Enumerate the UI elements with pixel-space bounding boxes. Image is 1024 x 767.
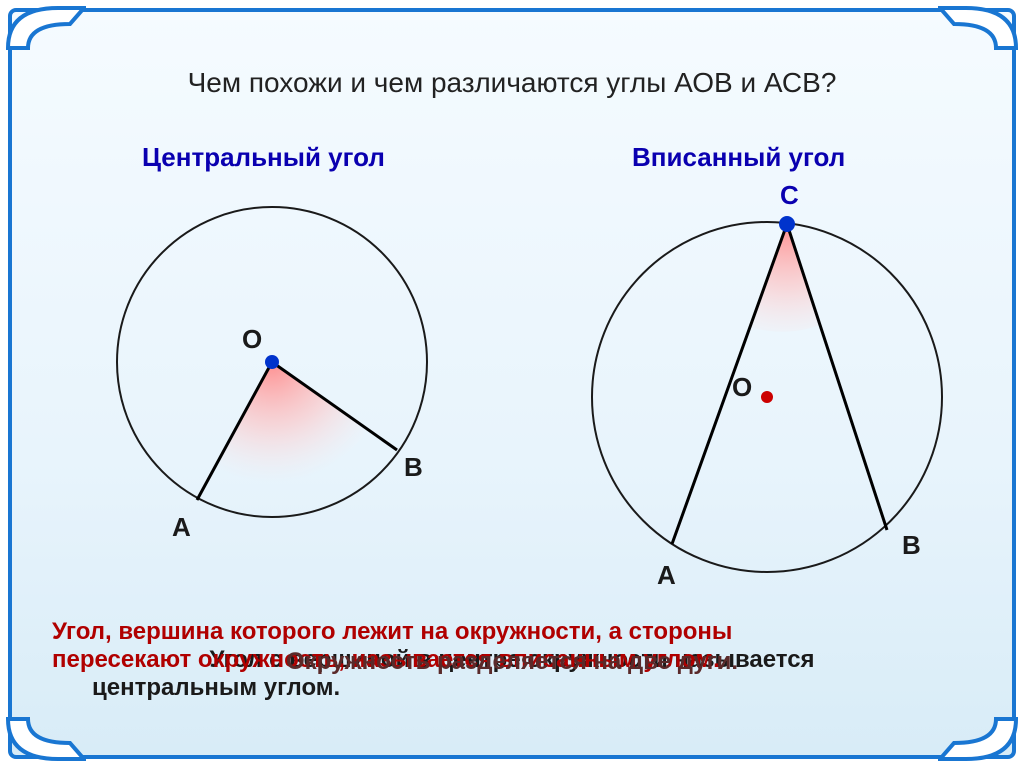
- corner-tr: [938, 6, 1018, 56]
- definition-overlay-mid: Окружность разделяется на две дуги.: [52, 648, 972, 676]
- slide-title: Чем похожи и чем различаются углы АОВ и …: [12, 67, 1012, 99]
- diagram-central: О А В: [82, 182, 462, 562]
- heading-inscribed-angle: Вписанный угол: [632, 142, 845, 173]
- label-A-right: А: [657, 560, 676, 591]
- label-B-right: В: [902, 530, 921, 561]
- label-O-right: О: [732, 372, 752, 403]
- label-B-left: В: [404, 452, 423, 483]
- slide-frame: Чем похожи и чем различаются углы АОВ и …: [8, 8, 1016, 759]
- heading-central-angle: Центральный угол: [142, 142, 385, 173]
- def-mid: Окружность разделяется на две дуги.: [286, 648, 738, 675]
- label-A-left: А: [172, 512, 191, 543]
- corner-bl: [6, 711, 86, 761]
- diagram-inscribed: С О А В: [562, 172, 982, 602]
- corner-br: [938, 711, 1018, 761]
- def1-line1: Угол, вершина которого лежит на окружнос…: [52, 618, 972, 646]
- label-O-left: О: [242, 324, 262, 355]
- def2-line2: центральным углом.: [52, 674, 972, 702]
- definition-inscribed: Угол, вершина которого лежит на окружнос…: [52, 618, 972, 646]
- definition-central-line2: центральным углом.: [52, 674, 972, 702]
- corner-tl: [6, 6, 86, 56]
- label-C-right: С: [780, 180, 799, 211]
- central-angle-svg: [82, 182, 462, 562]
